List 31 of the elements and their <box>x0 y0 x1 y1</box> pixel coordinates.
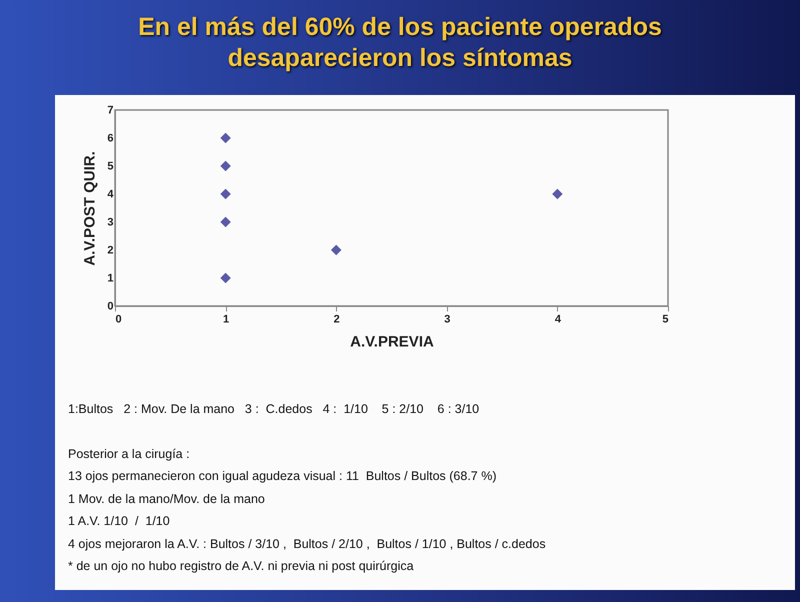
x-tick-label: 3 <box>444 314 450 326</box>
chart-title: En el más del 60% de los paciente operados desaparecieron los síntomas <box>137 12 663 74</box>
text: 13 ojos permanecieron con igual agudeza visual : 11 Bultos / Bultos (68.7 %) <box>68 468 498 485</box>
point <box>220 132 231 144</box>
x-axis-title: A.V.PREVIA <box>350 334 434 350</box>
text: 1:Bultos 2 : Mov. De la mano 3 : C.dedos 4 : 1/10 5 : 2/10 6 : 3/10 <box>68 401 480 418</box>
text: 4 ojos mejoraron la A.V. : Bultos / 3/10 , Bultos / 2/10 , Bultos / 1/10 , Bultos / c.dedos <box>68 536 546 553</box>
point <box>220 216 231 228</box>
point <box>220 188 231 200</box>
text: * de un ojo no hubo registro de A.V. ni previa ni post quirúrgica <box>68 558 415 575</box>
point <box>220 160 231 172</box>
x-tick-label: 4 <box>554 314 562 326</box>
y-tick-label: 3 <box>107 216 114 228</box>
y-tick-label: 5 <box>107 160 114 172</box>
y-tick-label: 2 <box>107 244 114 256</box>
point <box>330 244 342 256</box>
y-tick-label: 4 <box>107 188 114 200</box>
x-tick-label: 5 <box>662 314 668 326</box>
text: 1 A.V. 1/10 / 1/10 <box>68 513 171 530</box>
x-tick-label: 0 <box>116 314 122 326</box>
x-tick-label: 1 <box>223 314 230 326</box>
y-tick-label: 1 <box>107 272 114 284</box>
y-tick-label: 7 <box>107 104 114 116</box>
y-tick-label: 6 <box>107 132 114 144</box>
x-tick-label: 2 <box>334 314 340 326</box>
y-tick-label: 0 <box>107 300 114 312</box>
point <box>552 188 563 200</box>
text: 1 Mov. de la mano/Mov. de la mano <box>68 490 266 508</box>
y-axis-title: A.V.POST QUIR. <box>81 151 98 266</box>
point <box>220 272 231 284</box>
text: Posterior a la cirugía : <box>68 446 191 463</box>
